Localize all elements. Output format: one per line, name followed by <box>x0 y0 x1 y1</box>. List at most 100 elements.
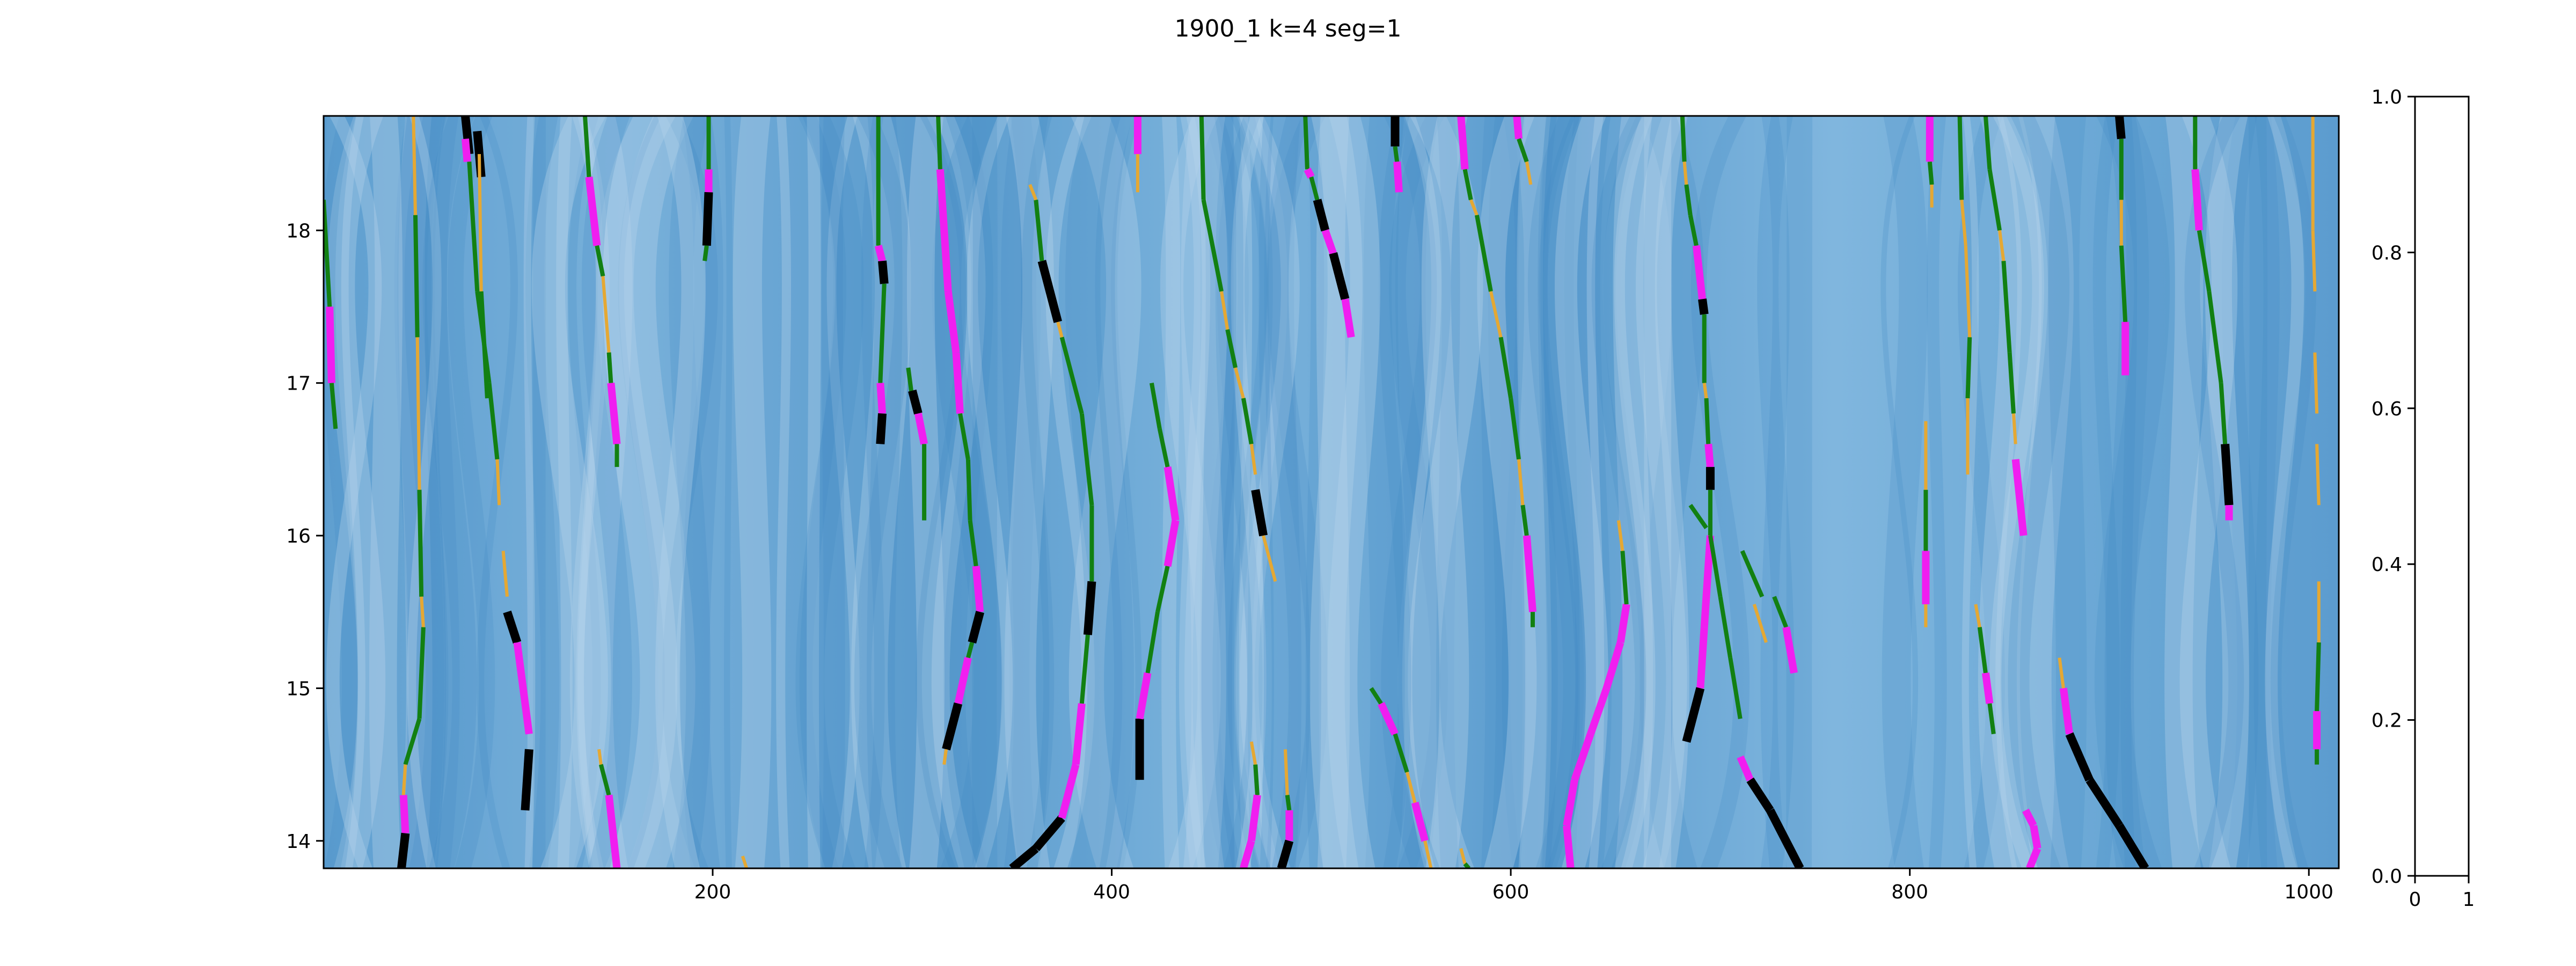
heatmap-streak <box>776 116 791 868</box>
heatmap-streak <box>2164 116 2204 868</box>
heatmap-streak <box>618 116 665 868</box>
track-segment-black <box>1009 845 1039 868</box>
track-segment-black <box>2115 116 2126 140</box>
heatmap-streak <box>1408 116 1483 868</box>
heatmap-streak <box>967 116 1013 868</box>
track-segment-green <box>595 245 605 277</box>
track-segment-magenta <box>462 138 471 162</box>
heatmap-streak <box>2104 116 2149 868</box>
track-segment-green <box>1688 503 1708 530</box>
heatmap-streak <box>1309 116 1363 868</box>
colorbar-y-tick-label: 0.2 <box>2372 710 2402 732</box>
track-segment-green <box>1393 146 1400 162</box>
y-axis: 14 15 16 17 18 <box>286 220 324 853</box>
heatmap-streak <box>2120 116 2138 868</box>
heatmap-streak <box>326 116 382 868</box>
track-segment-magenta <box>1247 794 1261 841</box>
track-segment-green <box>1149 383 1162 429</box>
heatmap-streak <box>1564 116 1612 868</box>
track-segment-magenta <box>954 657 972 705</box>
heatmap-streak <box>407 116 442 868</box>
track-segment-magenta <box>1704 443 1714 467</box>
heatmap-streak <box>1636 116 1687 868</box>
track-segment-green <box>968 520 978 567</box>
heatmap-streak <box>795 116 864 868</box>
track-segment-orange <box>420 596 425 627</box>
track-segment-magenta <box>1058 763 1080 819</box>
track-segment-magenta <box>952 352 964 414</box>
heatmap-streak <box>2048 116 2087 868</box>
track-segment-green <box>958 413 970 460</box>
track-segment-magenta <box>1163 466 1180 521</box>
track-segment-orange <box>1284 749 1289 795</box>
track-segment-green <box>1718 596 1733 658</box>
heatmap-streak <box>1395 116 1441 868</box>
track-segment-black <box>1033 815 1065 852</box>
heatmap-streak <box>1690 116 1750 868</box>
track-segment-black <box>1698 298 1709 315</box>
heatmap-streak <box>1421 116 1469 868</box>
x-tick-label: 600 <box>1492 881 1529 903</box>
track-segment-black <box>397 832 410 868</box>
track-segment-orange <box>1262 535 1269 552</box>
colorbar-frame <box>2414 96 2470 877</box>
track-segment-magenta <box>326 306 335 383</box>
track-segment-magenta <box>605 794 621 868</box>
track-segment-magenta <box>1700 535 1714 628</box>
track-segment-green <box>1520 504 1529 536</box>
x-tick-label: 200 <box>694 881 731 903</box>
track-segment-magenta <box>2030 825 2041 850</box>
track-segment-green <box>2001 260 2012 353</box>
track-segment-green <box>1987 703 1996 735</box>
heatmap-streak <box>1069 116 1141 868</box>
track-segment-magenta <box>1513 116 1523 140</box>
heatmap-streak <box>1327 116 1380 868</box>
track-segment-orange <box>942 749 948 765</box>
heatmap-streak <box>2265 116 2304 868</box>
main-heatmap-panel: 200 400 600 800 1000 14 15 16 17 18 <box>286 115 2340 903</box>
track-segment-black <box>503 610 522 644</box>
track-segment-green <box>583 116 591 178</box>
track-segment-green <box>487 383 500 460</box>
heatmap-streak <box>851 116 911 868</box>
track-segment-magenta <box>1696 627 1708 689</box>
track-segment-green <box>1199 116 1206 200</box>
track-segment-green <box>1977 627 1988 674</box>
track-segment-green <box>2315 642 2321 712</box>
track-segment-magenta <box>1304 167 1315 179</box>
heatmap-streak <box>1488 116 1527 868</box>
track-segment-black <box>1766 808 1804 868</box>
heatmap-streak <box>1978 116 2022 868</box>
track-segment-green <box>417 627 426 719</box>
heatmap-streak <box>1882 116 1928 868</box>
heatmap-streak <box>1539 116 1584 868</box>
track-segment-magenta <box>1072 703 1086 765</box>
track-segment-orange <box>1249 741 1257 765</box>
track-segment-green <box>1241 398 1254 445</box>
heatmap-streak <box>1538 116 1558 868</box>
track-segment-green <box>1079 634 1090 704</box>
track-segment-orange <box>1525 161 1533 185</box>
track-segment-black <box>878 260 889 284</box>
track-segment-green <box>1688 215 1699 246</box>
track-segment-green <box>467 162 480 292</box>
colorbar-x-tick-label: 1 <box>2463 889 2475 911</box>
heatmap-streak <box>525 116 560 868</box>
track-segment-magenta <box>2191 169 2203 231</box>
track-segment-green <box>403 718 422 765</box>
track-segment-black <box>2065 732 2094 782</box>
heatmap-streak <box>1402 116 1441 868</box>
heatmap-streak <box>2248 116 2268 868</box>
heatmap-streak <box>596 116 678 868</box>
track-segment-magenta <box>874 244 886 262</box>
track-segment-magenta <box>1563 779 1578 826</box>
track-segment-orange <box>1517 459 1525 506</box>
heatmap-streak <box>1234 116 1288 868</box>
colorbar-y-tick-label: 0.0 <box>2372 866 2402 888</box>
y-tick-label: 15 <box>286 678 311 700</box>
track-segment-magenta <box>1571 733 1594 781</box>
heatmap-streak <box>581 116 632 868</box>
heatmap-streak <box>861 116 885 868</box>
heatmap-streak <box>807 116 821 868</box>
